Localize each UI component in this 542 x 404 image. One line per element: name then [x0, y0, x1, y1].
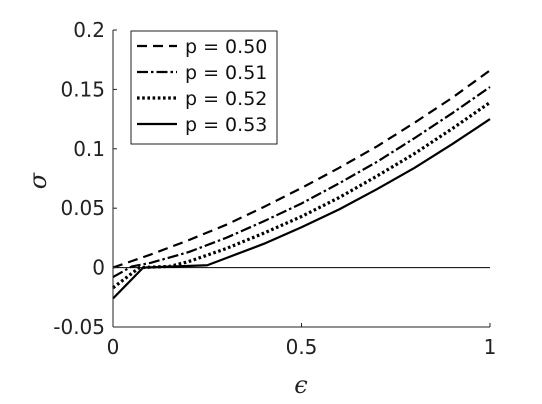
series-layer — [112, 69, 491, 300]
y-tick-label: 0.05 — [60, 196, 105, 220]
legend-label-2: p = 0.51 — [185, 62, 267, 84]
legend-label-1: p = 0.50 — [185, 36, 267, 58]
legend-box — [130, 30, 278, 145]
x-axis-label: ϵ — [294, 371, 307, 399]
y-axis-label: σ — [24, 172, 52, 189]
axes — [112, 29, 491, 328]
x-tick-label: 0 — [107, 335, 120, 359]
legend: p = 0.50 p = 0.51 p = 0.52 p = 0.53 — [130, 30, 278, 145]
series-line-1 — [112, 69, 491, 269]
legend-label-4: p = 0.53 — [185, 114, 267, 136]
y-tick-label: 0.1 — [73, 137, 105, 161]
legend-label-3: p = 0.52 — [185, 88, 267, 110]
y-tick-label: 0 — [92, 256, 105, 280]
x-tick-label: 0.5 — [286, 335, 318, 359]
y-tick-label: -0.05 — [53, 315, 105, 339]
y-tick-label: 0.2 — [73, 18, 105, 42]
series-line-4 — [112, 118, 491, 300]
x-tick-label: 1 — [484, 335, 497, 359]
series-line-2 — [112, 86, 491, 279]
y-tick-label: 0.15 — [60, 77, 105, 101]
